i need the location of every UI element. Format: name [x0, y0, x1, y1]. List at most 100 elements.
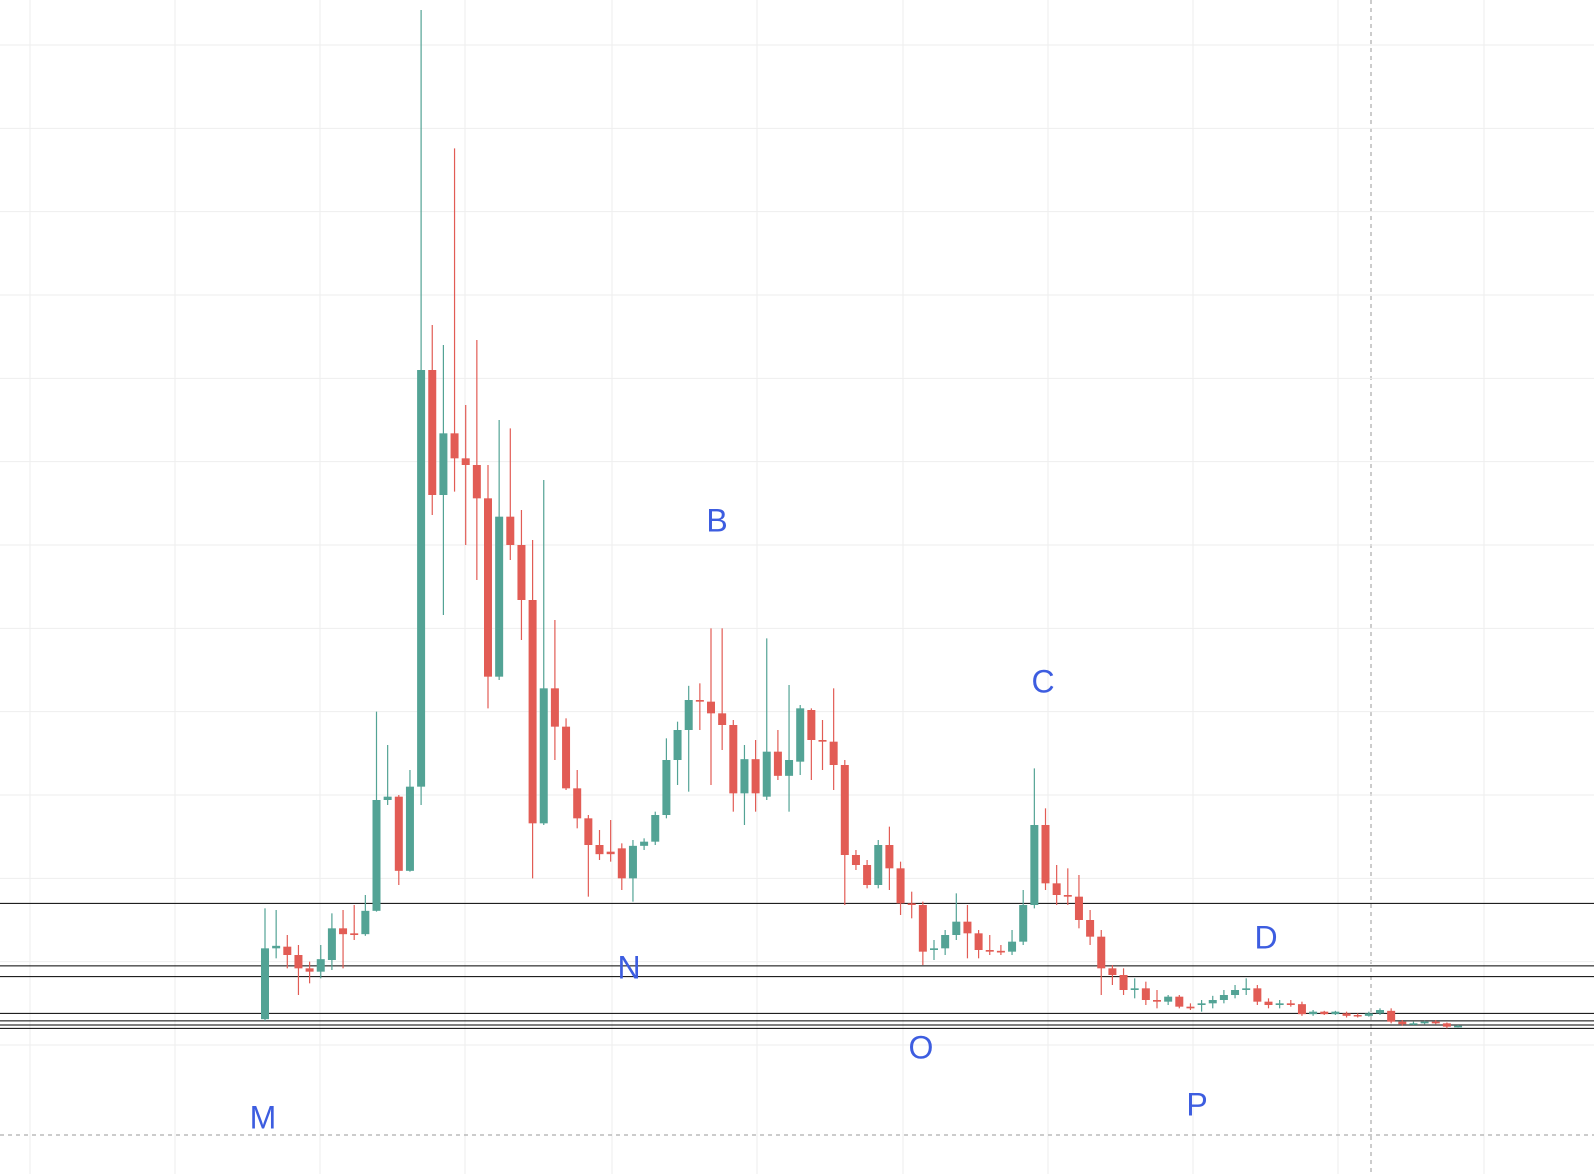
candle-body: [562, 726, 571, 789]
candle-body: [1086, 920, 1095, 937]
candle-body: [294, 955, 303, 969]
annotation: N: [617, 949, 640, 985]
candle-body: [1320, 1011, 1329, 1015]
candle-body: [1130, 988, 1139, 990]
candle-body: [1398, 1021, 1407, 1025]
candle-body: [316, 959, 325, 972]
candle-body: [1242, 988, 1251, 990]
candle-body: [1063, 895, 1072, 897]
candle-body: [751, 759, 760, 794]
candle-body: [506, 516, 515, 545]
candle-body: [606, 851, 615, 855]
candle-body: [1030, 825, 1039, 905]
annotation: M: [250, 1099, 277, 1135]
candle-body: [1431, 1021, 1440, 1024]
candle-body: [651, 815, 660, 842]
candle-body: [785, 760, 794, 776]
candle-body: [305, 968, 314, 972]
candle-body: [1164, 996, 1173, 1002]
candle-body: [673, 730, 682, 760]
candle-body: [272, 945, 281, 949]
candle-body: [941, 935, 950, 949]
candle-body: [1420, 1021, 1429, 1024]
candle-body: [1119, 975, 1128, 990]
candle-body: [573, 788, 582, 819]
candle-body: [361, 910, 370, 935]
candle-body: [1264, 1001, 1273, 1005]
candle-body: [628, 845, 637, 879]
candle-body: [863, 865, 872, 885]
candle-body: [1231, 990, 1240, 995]
candle-body: [829, 741, 838, 765]
candle-body: [896, 868, 905, 904]
candle-body: [405, 786, 414, 871]
candle-body: [472, 465, 481, 499]
candle-body: [1208, 1000, 1217, 1004]
candle-body: [1197, 1003, 1206, 1005]
candle-body: [1108, 968, 1117, 975]
candle-body: [1454, 1025, 1463, 1028]
candle-body: [695, 700, 704, 702]
candle-body: [930, 948, 938, 950]
candle-body: [1074, 896, 1083, 920]
candle-body: [383, 796, 392, 800]
candle-body: [718, 713, 727, 725]
candle-body: [1097, 936, 1106, 969]
candle-body: [1387, 1010, 1396, 1022]
candle-body: [1008, 941, 1017, 952]
candle-body: [1364, 1013, 1373, 1016]
candle-body: [484, 498, 492, 677]
candle-body: [640, 841, 649, 846]
candle-body: [762, 751, 771, 797]
candle-body: [1353, 1015, 1362, 1017]
candle-body: [707, 701, 715, 714]
candle-body: [327, 928, 336, 960]
candle-body: [528, 600, 537, 824]
candle-body: [439, 433, 448, 495]
candle-body: [495, 516, 504, 677]
candle-body: [1409, 1023, 1418, 1025]
candle-body: [350, 933, 359, 935]
candle-body: [952, 921, 961, 935]
candle-body: [1219, 995, 1228, 1000]
candle-body: [450, 433, 459, 459]
candle-body: [851, 855, 860, 865]
candle-body: [550, 688, 559, 727]
candle-body: [840, 765, 849, 855]
candle-body: [617, 848, 626, 879]
candle-body: [985, 950, 994, 952]
candle-body: [818, 740, 827, 742]
candle-body: [517, 545, 526, 600]
annotation: P: [1186, 1086, 1207, 1122]
candle-body: [428, 370, 437, 495]
candle-body: [584, 818, 593, 845]
candle-body: [1253, 988, 1262, 1002]
candle-body: [1275, 1003, 1284, 1005]
candle-body: [662, 760, 671, 815]
candle-body: [1019, 905, 1028, 942]
candle-body: [796, 708, 805, 762]
candle-body: [1331, 1011, 1340, 1015]
candle-body: [1041, 825, 1050, 884]
candle-body: [729, 725, 738, 794]
candle-body: [461, 458, 470, 465]
candle-body: [907, 903, 916, 905]
candle-body: [1153, 1000, 1161, 1002]
candle-body: [595, 845, 604, 855]
candle-body: [539, 688, 548, 824]
candle-body: [684, 700, 693, 730]
candle-body: [1376, 1010, 1384, 1014]
candle-body: [1286, 1003, 1295, 1005]
annotation: O: [909, 1029, 934, 1065]
candle-body: [283, 946, 292, 955]
candle-body: [394, 796, 403, 871]
candle-body: [1309, 1011, 1318, 1015]
candle-body: [261, 948, 269, 1020]
candle-body: [996, 950, 1005, 953]
vertical-grid: [29, 0, 1485, 1174]
candle-body: [918, 905, 927, 952]
candle-body: [874, 845, 883, 885]
candle-body: [339, 928, 348, 935]
candle-body: [1297, 1004, 1306, 1015]
